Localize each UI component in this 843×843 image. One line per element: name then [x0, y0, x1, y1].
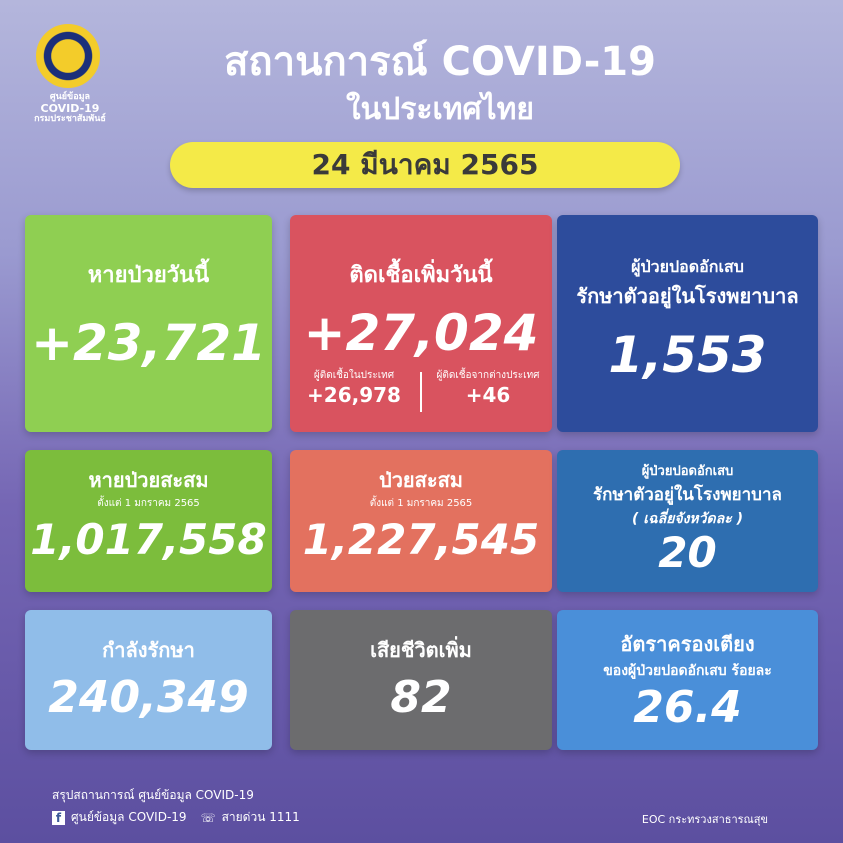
- logo-line: ศูนย์ข้อมูล: [49, 92, 91, 102]
- card-label: หายป่วยวันนี้: [87, 263, 210, 288]
- imported-cases: ผู้ติดเชื้อจากต่างประเทศ +46: [428, 368, 548, 416]
- card-label: เสียชีวิตเพิ่ม: [370, 638, 472, 662]
- logo-line: กรมประชาสัมพันธ์: [34, 114, 106, 124]
- card-label: ( เฉลี่ยจังหวัดละ ): [632, 511, 743, 527]
- footer-credit: EOC กระทรวงสาธารณสุข: [641, 813, 768, 826]
- local-cases: ผู้ติดเชื้อในประเทศ +26,978: [294, 368, 414, 416]
- facebook-icon: f: [52, 810, 65, 825]
- card-recovered-today: หายป่วยวันนี้ +23,721: [25, 215, 272, 432]
- card-label: รักษาตัวอยู่ในโรงพยาบาล: [576, 284, 799, 308]
- logo-caption: ศูนย์ข้อมูล COVID-19 กรมประชาสัมพันธ์: [20, 92, 120, 125]
- card-value: 1,227,545: [302, 515, 540, 564]
- card-value: +23,721: [31, 314, 266, 372]
- page-subtitle: ในประเทศไทย: [346, 92, 534, 127]
- date-banner: 24 มีนาคม 2565: [170, 142, 680, 188]
- card-sub: ตั้งแต่ 1 มกราคม 2565: [97, 498, 200, 509]
- card-value: 240,349: [48, 672, 249, 723]
- divider: [420, 372, 422, 412]
- local-label: ผู้ติดเชื้อในประเทศ: [313, 370, 395, 381]
- card-cumulative-recovered: หายป่วยสะสม ตั้งแต่ 1 มกราคม 2565 1,017,…: [25, 450, 272, 592]
- card-cumulative-cases: ป่วยสะสม ตั้งแต่ 1 มกราคม 2565 1,227,545: [290, 450, 552, 592]
- facebook-page: ศูนย์ข้อมูล COVID-19: [71, 810, 187, 824]
- card-sub: ตั้งแต่ 1 มกราคม 2565: [369, 498, 473, 509]
- card-pneumonia-average: ผู้ป่วยปอดอักเสบ รักษาตัวอยู่ในโรงพยาบาล…: [557, 450, 818, 592]
- card-value: 26.4: [633, 682, 742, 733]
- government-seal-logo: [36, 24, 100, 88]
- footer-summary: สรุปสถานการณ์ ศูนย์ข้อมูล COVID-19: [52, 788, 254, 802]
- card-bed-occupancy: อัตราครองเตียง ของผู้ป่วยปอดอักเสบ ร้อยล…: [557, 610, 818, 750]
- card-pneumonia: ผู้ป่วยปอดอักเสบ รักษาตัวอยู่ในโรงพยาบาล…: [557, 215, 818, 432]
- logo-line: COVID-19: [40, 102, 100, 115]
- local-value: +26,978: [307, 383, 401, 407]
- page-title: สถานการณ์ COVID-19: [224, 39, 656, 85]
- card-in-treatment: กำลังรักษา 240,349: [25, 610, 272, 750]
- card-label: หายป่วยสะสม: [88, 468, 209, 492]
- hotline: สายด่วน 1111: [221, 810, 300, 824]
- phone-icon: ☏: [200, 810, 216, 825]
- imported-value: +46: [465, 383, 511, 407]
- card-label: ของผู้ป่วยปอดอักเสบ ร้อยละ: [603, 663, 772, 679]
- card-value: 1,017,558: [30, 515, 267, 564]
- card-label: อัตราครองเตียง: [620, 632, 755, 656]
- card-value: 82: [390, 672, 452, 723]
- card-label: ป่วยสะสม: [379, 468, 463, 492]
- imported-label: ผู้ติดเชื้อจากต่างประเทศ: [436, 370, 540, 381]
- card-label: รักษาตัวอยู่ในโรงพยาบาล: [593, 485, 782, 505]
- card-label: ผู้ป่วยปอดอักเสบ: [631, 257, 744, 276]
- card-label: กำลังรักษา: [102, 638, 195, 662]
- card-new-cases: ติดเชื้อเพิ่มวันนี้ +27,024 ผู้ติดเชื้อใ…: [290, 215, 552, 432]
- card-deaths: เสียชีวิตเพิ่ม 82: [290, 610, 552, 750]
- card-label: ติดเชื้อเพิ่มวันนี้: [349, 263, 493, 288]
- card-value: +27,024: [303, 304, 539, 362]
- card-value: 20: [658, 528, 717, 577]
- card-label: ผู้ป่วยปอดอักเสบ: [641, 464, 734, 479]
- card-value: 1,553: [608, 326, 767, 384]
- footer-contacts: f ศูนย์ข้อมูล COVID-19 ☏ สายด่วน 1111: [52, 808, 300, 827]
